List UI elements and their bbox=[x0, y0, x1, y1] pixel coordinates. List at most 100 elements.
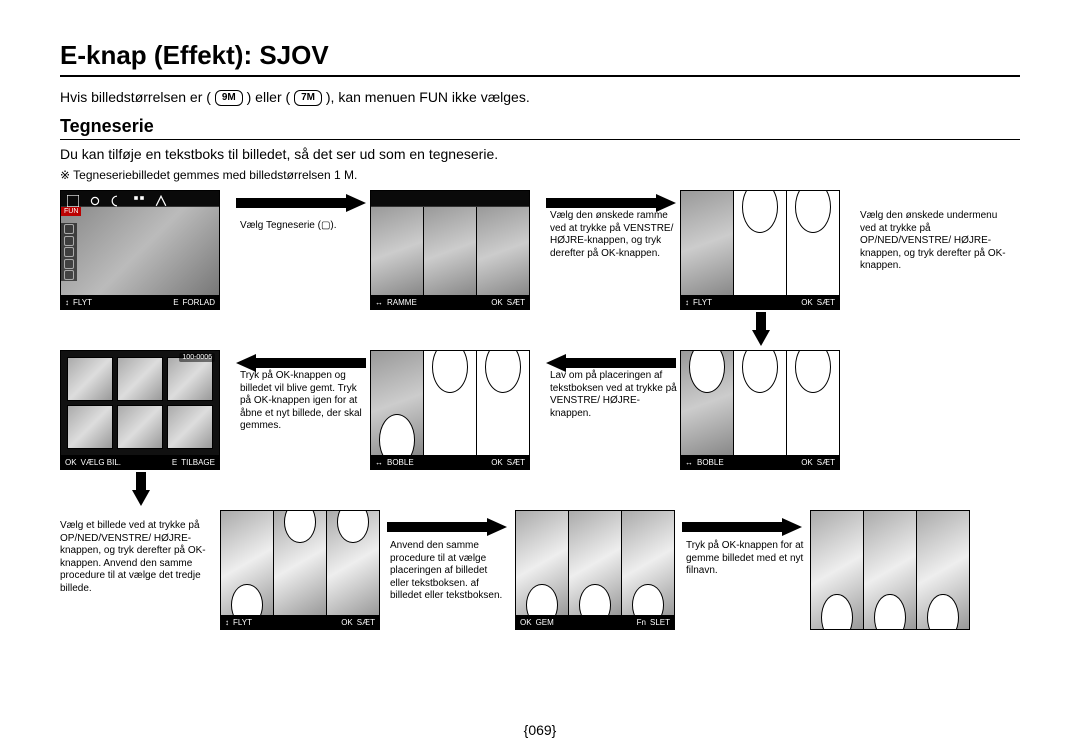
lr-icon: ↔ bbox=[375, 298, 383, 307]
three-panel bbox=[371, 207, 529, 295]
speech-bubble-icon bbox=[231, 584, 262, 615]
three-panel bbox=[681, 191, 839, 295]
lcd-footer: OK VÆLG BIL. E TILBAGE bbox=[61, 455, 219, 469]
lcd-submenu: ↕ FLYT OK SÆT bbox=[680, 190, 840, 310]
speech-bubble-icon bbox=[526, 584, 557, 615]
e-key: E bbox=[173, 298, 178, 307]
slet-label: SLET bbox=[650, 618, 670, 627]
boble-label: BOBLE bbox=[697, 458, 724, 467]
lcd-footer: ↔RAMME OKSÆT bbox=[371, 295, 529, 309]
caption-6: Vælg et billede ved at trykke på OP/NED/… bbox=[60, 520, 210, 595]
lcd-footer: ↕FLYT EFORLAD bbox=[61, 295, 219, 309]
lcd-footer: ↕FLYT OKSÆT bbox=[221, 615, 379, 629]
intro-post: ), kan menuen FUN ikke vælges. bbox=[326, 89, 530, 105]
camera-icon bbox=[399, 194, 411, 204]
lcd-body bbox=[681, 191, 839, 295]
saet-label: SÆT bbox=[817, 298, 835, 307]
ok-key: OK bbox=[491, 458, 503, 467]
speech-bubble-icon bbox=[742, 191, 778, 233]
size-icon-9m: 9M bbox=[215, 90, 243, 106]
section-title: Tegneserie bbox=[60, 116, 1020, 140]
speech-bubble-icon bbox=[689, 351, 725, 393]
lcd-fun: FUN ↕FLYT EFORLAD bbox=[60, 190, 220, 310]
caption-4: Lav om på placeringen af tekstboksen ved… bbox=[550, 370, 678, 420]
tilbage-label: TILBAGE bbox=[181, 458, 215, 467]
lcd-body bbox=[371, 351, 529, 455]
flyt-label: FLYT bbox=[233, 618, 252, 627]
speech-bubble-icon bbox=[795, 191, 831, 233]
ramme-label: RAMME bbox=[387, 298, 417, 307]
arrow-down-1 bbox=[752, 312, 770, 346]
note: ※ Tegneseriebilledet gemmes med billedst… bbox=[60, 168, 1020, 182]
lcd-footer: ↕ FLYT OK SÆT bbox=[681, 295, 839, 309]
caption-2: Vælg den ønskede ramme ved at trykke på … bbox=[550, 210, 680, 260]
size-icon-7m: 7M bbox=[294, 90, 322, 106]
speech-bubble-icon bbox=[632, 584, 663, 615]
lcd-triple-1: ↕FLYT OKSÆT bbox=[220, 510, 380, 630]
speech-bubble-icon bbox=[927, 594, 958, 629]
lcd-triple-2: OKGEM FnSLET bbox=[515, 510, 675, 630]
intro-mid: ) eller ( bbox=[247, 89, 291, 105]
lcd-body: 100-0006 bbox=[61, 351, 219, 455]
effect-icon bbox=[465, 194, 477, 204]
lcd-footer: ↔ BOBLE OK SÆT bbox=[681, 455, 839, 469]
caption-3: Vælg den ønskede undermenu ved at trykke… bbox=[860, 210, 1010, 273]
arrow-right-4 bbox=[682, 518, 802, 536]
thumb-grid bbox=[61, 351, 219, 455]
lr-icon: ↔ bbox=[375, 458, 383, 467]
effect-icon bbox=[155, 194, 167, 204]
caption-1: Vælg Tegneserie (▢). bbox=[240, 220, 360, 233]
flyt-label: FLYT bbox=[693, 298, 712, 307]
ok-key: OK bbox=[801, 298, 813, 307]
e-key: E bbox=[172, 458, 177, 467]
lcd-body: 100-0024 bbox=[811, 511, 969, 629]
fn-key: Fn bbox=[637, 618, 646, 627]
fun-label: FUN bbox=[61, 207, 81, 216]
saet-label: SÆT bbox=[507, 298, 525, 307]
workflow-diagram: FUN ↕FLYT EFORLAD Vælg Tegneserie (▢). T… bbox=[60, 190, 1020, 710]
speech-bubble-icon bbox=[337, 511, 368, 542]
lcd-body: FUN bbox=[61, 207, 219, 295]
lcd-topbar bbox=[61, 191, 219, 207]
palette-icon bbox=[421, 194, 433, 204]
lcd-body bbox=[516, 511, 674, 615]
intro-line: Hvis billedstørrelsen er ( 9M ) eller ( … bbox=[60, 89, 1020, 106]
lr-icon: ↔ bbox=[685, 458, 693, 467]
lcd-footer: ↔BOBLE OKSÆT bbox=[371, 455, 529, 469]
lcd-body bbox=[681, 351, 839, 455]
section-desc: Du kan tilføje en tekstboks til billedet… bbox=[60, 146, 1020, 162]
arrow-right-2 bbox=[546, 194, 676, 212]
lcd-final: 100-0024 bbox=[810, 510, 970, 630]
play-icon bbox=[377, 194, 389, 204]
ok-key: OK bbox=[801, 458, 813, 467]
arrow-left-1 bbox=[236, 354, 366, 372]
valgbil-label: VÆLG BIL. bbox=[81, 458, 121, 467]
palette-icon bbox=[111, 194, 123, 204]
lcd-body bbox=[221, 511, 379, 615]
grid-icon bbox=[133, 194, 145, 204]
play-icon bbox=[67, 194, 79, 204]
speech-bubble-icon bbox=[485, 351, 521, 393]
caption-8: Tryk på OK-knappen for at gemme billedet… bbox=[686, 540, 804, 578]
three-panel bbox=[811, 511, 969, 629]
lcd-frame-select: TEGNEFILM ↔RAMME OKSÆT bbox=[370, 190, 530, 310]
lcd-boble-2: ↔ BOBLE OK SÆT bbox=[680, 350, 840, 470]
speech-bubble-icon bbox=[795, 351, 831, 393]
arrows-icon: ↕ bbox=[225, 618, 229, 627]
boble-label: BOBLE bbox=[387, 458, 414, 467]
arrows-icon: ↕ bbox=[685, 298, 689, 307]
ok-key: OK bbox=[65, 458, 77, 467]
lcd-topbar bbox=[371, 191, 529, 207]
grid-icon bbox=[443, 194, 455, 204]
page-title: E-knap (Effekt): SJOV bbox=[60, 40, 1020, 77]
speech-bubble-icon bbox=[579, 584, 610, 615]
arrow-right-1 bbox=[236, 194, 366, 212]
page-number: {069} bbox=[524, 722, 557, 738]
arrow-left-2 bbox=[546, 354, 676, 372]
intro-pre: Hvis billedstørrelsen er ( bbox=[60, 89, 211, 105]
arrow-right-3 bbox=[387, 518, 507, 536]
saet-label: SÆT bbox=[817, 458, 835, 467]
arrows-icon: ↕ bbox=[65, 298, 69, 307]
speech-bubble-icon bbox=[379, 414, 415, 456]
lcd-thumbnails: 100-0006 OK VÆLG BIL. E TILBAGE bbox=[60, 350, 220, 470]
